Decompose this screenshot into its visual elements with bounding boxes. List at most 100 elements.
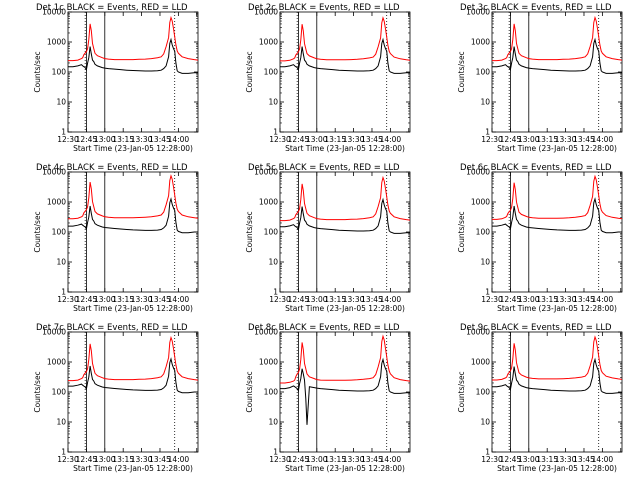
x-tick-label: 14:00 bbox=[168, 135, 190, 144]
panel-title: Det 2c BLACK = Events, RED = LLD bbox=[248, 3, 400, 13]
panel-title: Det 7c BLACK = Events, RED = LLD bbox=[36, 323, 188, 333]
y-axis-label: Counts/sec bbox=[245, 371, 254, 412]
x-tick-label: 13:00 bbox=[94, 135, 116, 144]
x-tick-label: 13:15 bbox=[324, 455, 346, 464]
x-axis-label: Start Time (23-Jan-05 12:28:00) bbox=[73, 304, 193, 313]
y-tick-label: 10000 bbox=[42, 168, 66, 177]
x-tick-label: 13:00 bbox=[518, 455, 540, 464]
x-tick-label: 13:00 bbox=[306, 295, 328, 304]
y-axis-label: Counts/sec bbox=[245, 211, 254, 252]
panel-9: Det 9c BLACK = Events, RED = LLD 1 10 100 10… bbox=[457, 323, 623, 473]
x-axis-label: Start Time (23-Jan-05 12:28:00) bbox=[73, 464, 193, 473]
x-tick-label: 13:45 bbox=[149, 455, 171, 464]
y-tick-label: 1000 bbox=[259, 358, 278, 367]
y-tick-label: 10 bbox=[56, 258, 66, 267]
x-tick-label: 12:30 bbox=[481, 135, 503, 144]
x-tick-label: 13:30 bbox=[131, 455, 153, 464]
panel-title: Det 3c BLACK = Events, RED = LLD bbox=[460, 3, 612, 13]
panel-5: Det 5c BLACK = Events, RED = LLD 1 10 100 10… bbox=[245, 163, 411, 313]
y-tick-label: 10 bbox=[268, 258, 278, 267]
x-tick-label: 14:00 bbox=[592, 455, 614, 464]
y-axis-label: Counts/sec bbox=[457, 371, 466, 412]
y-tick-label: 10 bbox=[480, 98, 490, 107]
y-tick-label: 1000 bbox=[47, 358, 66, 367]
x-tick-label: 14:00 bbox=[168, 455, 190, 464]
y-tick-label: 1 bbox=[61, 128, 66, 137]
series-lld-line bbox=[492, 335, 623, 381]
series-lld-line bbox=[280, 334, 411, 384]
x-tick-label: 12:45 bbox=[500, 135, 522, 144]
panel-1: Det 1c BLACK = Events, RED = LLD 1 10 100 10… bbox=[33, 3, 199, 153]
y-tick-label: 1 bbox=[273, 448, 278, 457]
panel-2: Det 2c BLACK = Events, RED = LLD 1 10 100 10… bbox=[245, 3, 411, 153]
x-tick-label: 13:00 bbox=[94, 455, 116, 464]
x-tick-label: 13:15 bbox=[324, 135, 346, 144]
series-lld-line bbox=[280, 175, 411, 222]
y-axis-label: Counts/sec bbox=[457, 211, 466, 252]
y-tick-label: 10000 bbox=[42, 328, 66, 337]
y-tick-label: 10 bbox=[480, 258, 490, 267]
x-axis-label: Start Time (23-Jan-05 12:28:00) bbox=[497, 464, 617, 473]
x-axis-label: Start Time (23-Jan-05 12:28:00) bbox=[285, 144, 405, 153]
y-tick-label: 1 bbox=[273, 288, 278, 297]
series-events-line bbox=[68, 37, 198, 74]
x-tick-label: 13:00 bbox=[306, 455, 328, 464]
x-tick-label: 12:30 bbox=[269, 455, 291, 464]
series-lld-line bbox=[492, 174, 623, 220]
y-tick-label: 1000 bbox=[471, 38, 490, 47]
y-axis-label: Counts/sec bbox=[245, 51, 254, 92]
y-tick-label: 1 bbox=[273, 128, 278, 137]
y-tick-label: 100 bbox=[476, 68, 491, 77]
x-tick-label: 13:30 bbox=[343, 455, 365, 464]
x-axis-label: Start Time (23-Jan-05 12:28:00) bbox=[285, 464, 405, 473]
y-tick-label: 100 bbox=[264, 68, 279, 77]
x-tick-label: 12:45 bbox=[288, 295, 310, 304]
x-tick-label: 12:45 bbox=[76, 135, 98, 144]
x-tick-label: 13:30 bbox=[555, 295, 577, 304]
series-lld-line bbox=[68, 335, 199, 382]
x-tick-label: 12:45 bbox=[500, 455, 522, 464]
panel-title: Det 9c BLACK = Events, RED = LLD bbox=[460, 323, 612, 333]
x-tick-label: 14:00 bbox=[380, 455, 402, 464]
x-tick-label: 12:30 bbox=[481, 455, 503, 464]
y-tick-label: 100 bbox=[476, 388, 491, 397]
series-events-line bbox=[492, 37, 622, 74]
x-tick-label: 13:30 bbox=[131, 295, 153, 304]
series-events-line bbox=[492, 357, 622, 394]
y-tick-label: 10 bbox=[56, 98, 66, 107]
series-events-line bbox=[280, 357, 410, 425]
series-lld-line bbox=[68, 15, 199, 62]
x-tick-label: 12:30 bbox=[57, 295, 79, 304]
x-tick-label: 13:30 bbox=[555, 455, 577, 464]
y-tick-label: 10 bbox=[268, 418, 278, 427]
y-tick-label: 100 bbox=[52, 388, 67, 397]
panel-title: Det 6c BLACK = Events, RED = LLD bbox=[460, 163, 612, 173]
x-tick-label: 13:00 bbox=[306, 135, 328, 144]
y-tick-label: 10000 bbox=[42, 8, 66, 17]
x-tick-label: 13:15 bbox=[112, 455, 134, 464]
x-tick-label: 13:15 bbox=[112, 295, 134, 304]
y-tick-label: 100 bbox=[264, 228, 279, 237]
series-events-line bbox=[492, 197, 622, 234]
x-tick-label: 13:45 bbox=[573, 295, 595, 304]
y-tick-label: 100 bbox=[264, 388, 279, 397]
y-tick-label: 100 bbox=[476, 228, 491, 237]
series-lld-line bbox=[68, 174, 199, 220]
x-tick-label: 12:45 bbox=[76, 295, 98, 304]
x-tick-label: 13:30 bbox=[343, 135, 365, 144]
y-tick-label: 1 bbox=[61, 288, 66, 297]
panel-4: Det 4c BLACK = Events, RED = LLD 1 10 100 10… bbox=[33, 163, 199, 313]
x-tick-label: 13:45 bbox=[149, 135, 171, 144]
x-tick-label: 12:45 bbox=[288, 455, 310, 464]
y-tick-label: 1000 bbox=[259, 38, 278, 47]
x-tick-label: 12:30 bbox=[481, 295, 503, 304]
y-tick-label: 10000 bbox=[254, 8, 278, 17]
x-tick-label: 13:15 bbox=[536, 455, 558, 464]
x-tick-label: 13:30 bbox=[555, 135, 577, 144]
x-tick-label: 13:45 bbox=[149, 295, 171, 304]
x-tick-label: 13:15 bbox=[536, 135, 558, 144]
x-tick-label: 14:00 bbox=[168, 295, 190, 304]
x-tick-label: 13:45 bbox=[361, 295, 383, 304]
x-tick-label: 13:45 bbox=[573, 135, 595, 144]
panel-8: Det 8c BLACK = Events, RED = LLD 1 10 100 10… bbox=[245, 323, 411, 473]
